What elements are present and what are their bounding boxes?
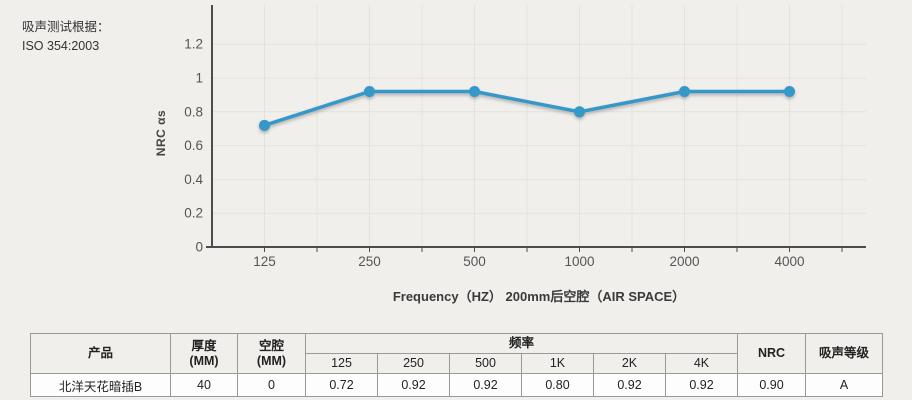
col-header-nrc: NRC (737, 333, 807, 374)
col-header-freq-250: 250 (377, 353, 450, 374)
cell-freq-125: 0.72 (305, 373, 378, 397)
data-point-marker (784, 86, 795, 98)
cell-cavity: 0 (237, 373, 306, 397)
table-header-row-1: 产品 厚度 (MM) 空腔 (MM) 频率 NRC 吸声等级 (30, 333, 884, 374)
x-tick-label: 125 (253, 254, 276, 269)
x-axis-label: Frequency（HZ） 200mm后空腔（AIR SPACE） (392, 289, 686, 304)
cell-freq-500: 0.92 (449, 373, 522, 397)
cavity-unit: (MM) (256, 353, 287, 368)
y-tick-label: 1 (195, 71, 203, 86)
y-tick-label: 0.2 (184, 206, 203, 221)
col-header-thickness: 厚度 (MM) (170, 333, 238, 374)
absorption-line-chart: 0 0.2 0.4 0.6 0.8 1 1.2 125 250 500 1000 2000 4000 N… (154, 5, 866, 304)
col-header-freq-1k: 1K (521, 353, 594, 374)
table-row: 北洋天花暗插B 40 0 0.72 0.92 0.92 0.80 0.92 0.… (30, 373, 884, 397)
note-line1: 吸声测试根据： (22, 20, 110, 34)
col-header-product: 产品 (30, 333, 171, 374)
data-point-marker (574, 106, 585, 118)
x-tick-label: 2000 (669, 254, 699, 269)
data-point-marker (259, 119, 270, 131)
chart-canvas: 0 0.2 0.4 0.6 0.8 1 1.2 125 250 500 1000 2000 4000 (184, 5, 866, 269)
spec-table: 产品 厚度 (MM) 空腔 (MM) 频率 NRC 吸声等级 125 250 500… (30, 333, 884, 397)
y-axis-label: NRC αs (154, 109, 168, 157)
col-header-freq-125: 125 (305, 353, 378, 374)
data-point-marker (364, 86, 375, 98)
cell-nrc: 0.90 (737, 373, 807, 397)
col-header-frequency-group: 频率 (304, 333, 739, 354)
col-header-freq-500: 500 (449, 353, 522, 374)
series-line (262, 89, 792, 128)
col-header-rating: 吸声等级 (805, 333, 884, 374)
series-group (259, 86, 795, 131)
y-tick-label: 0.6 (184, 138, 203, 153)
table-header-row-2: 125 250 500 1K 2K 4K (31, 353, 883, 374)
x-tick-label: 1000 (564, 254, 594, 269)
cell-freq-4k: 0.92 (664, 373, 739, 397)
cell-rating: A (805, 373, 884, 397)
cell-freq-2k: 0.92 (593, 373, 666, 397)
y-tick-label: 1.2 (184, 37, 203, 52)
x-tick-label: 500 (463, 254, 486, 269)
col-header-cavity: 空腔 (MM) (237, 333, 306, 374)
thickness-unit: (MM) (189, 353, 219, 368)
x-tick-label: 4000 (774, 254, 804, 269)
y-tick-label: 0.8 (184, 104, 203, 119)
x-tick-label: 250 (358, 254, 381, 269)
y-tick-label: 0 (195, 240, 203, 255)
y-tick-label: 0.4 (184, 172, 203, 187)
cell-freq-250: 0.92 (377, 373, 450, 397)
note-line2: ISO 354:2003 (22, 39, 100, 53)
data-point-marker (679, 86, 690, 98)
cell-freq-1k: 0.80 (521, 373, 594, 397)
data-point-marker (469, 86, 480, 98)
cell-thickness: 40 (170, 373, 238, 397)
thickness-label: 厚度 (191, 338, 217, 353)
cavity-label: 空腔 (258, 338, 284, 353)
col-header-freq-4k: 4K (664, 353, 739, 374)
test-standard-note: 吸声测试根据： ISO 354:2003 (22, 18, 110, 56)
col-header-freq-2k: 2K (593, 353, 666, 374)
cell-product: 北洋天花暗插B (30, 373, 171, 397)
